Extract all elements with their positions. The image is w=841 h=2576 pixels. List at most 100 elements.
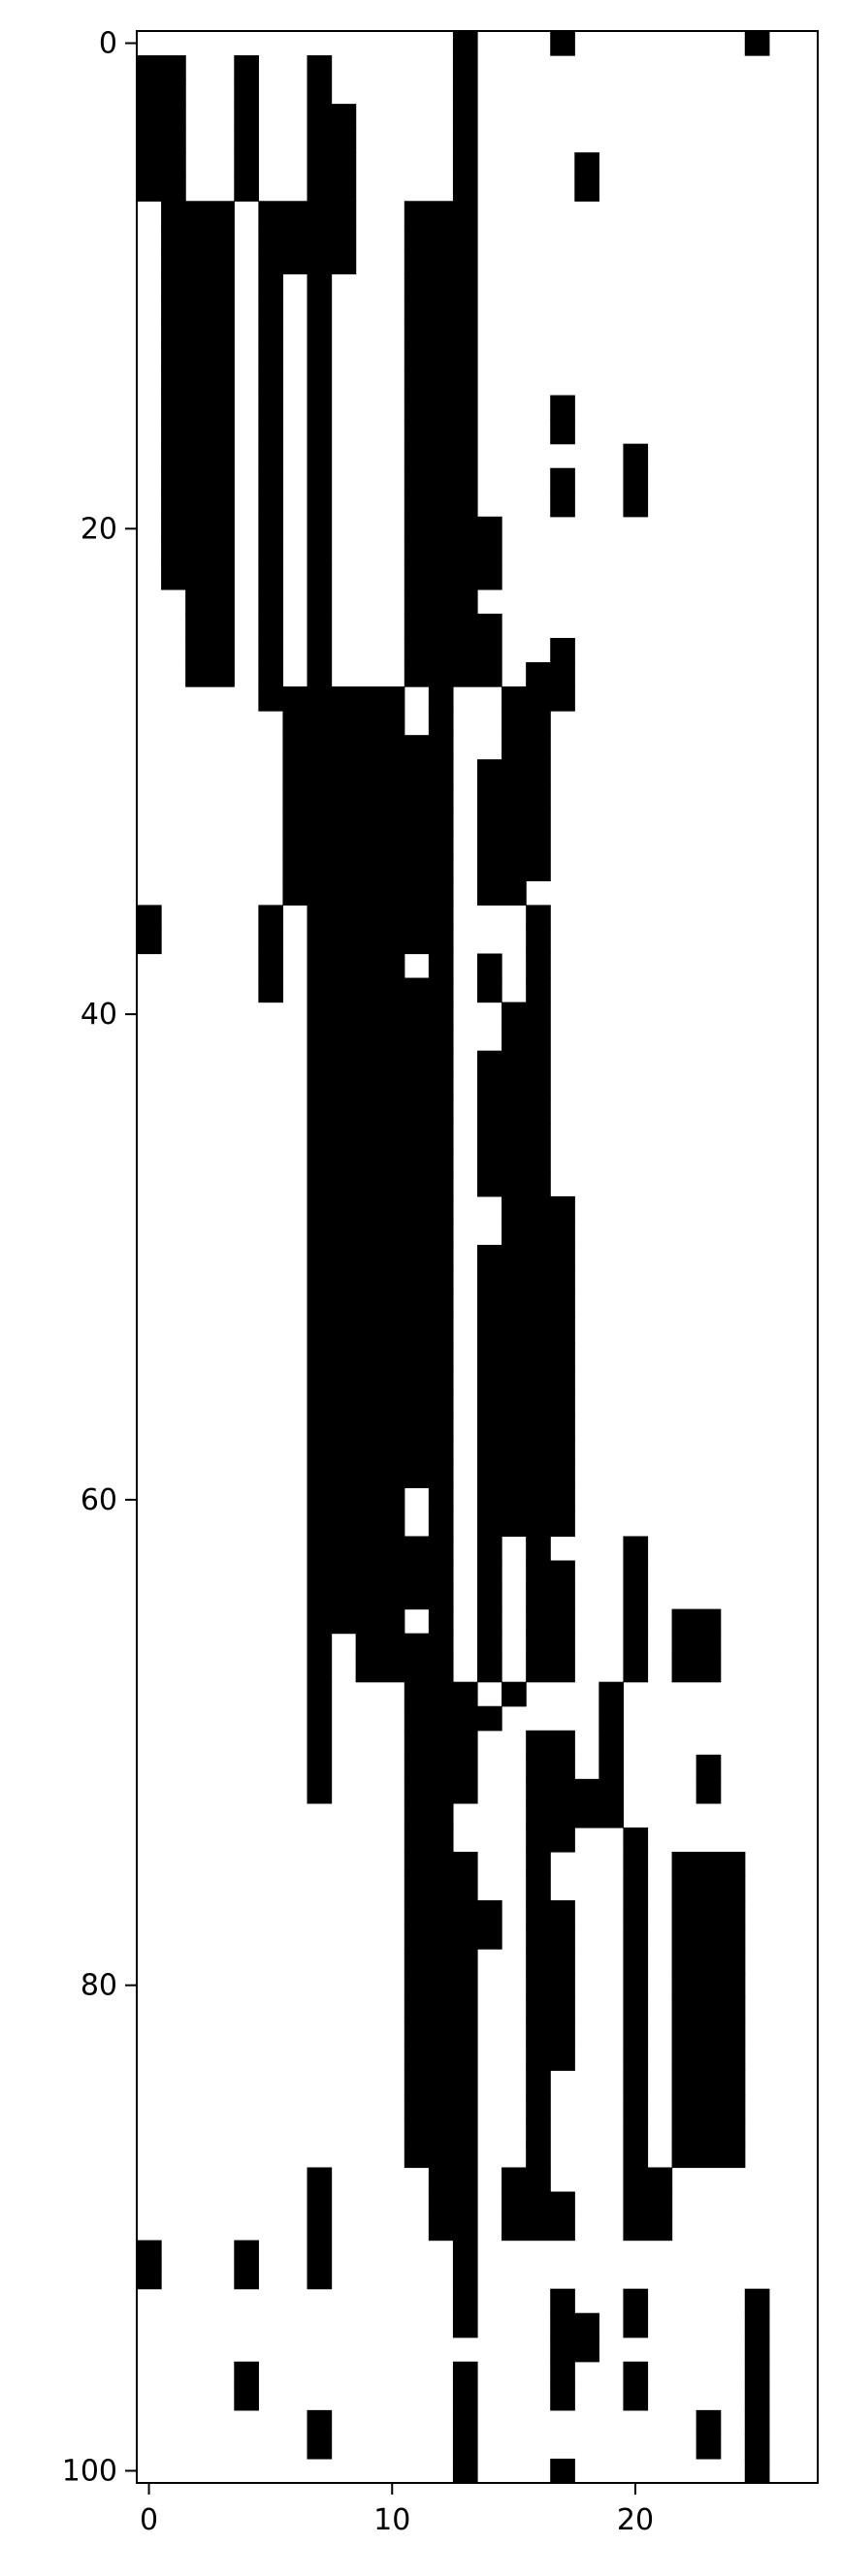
heatmap-cell bbox=[404, 2070, 478, 2095]
heatmap-cell bbox=[477, 1511, 575, 1538]
heatmap-cell bbox=[307, 467, 333, 493]
x-axis-ticks: 0 10 20 bbox=[140, 2483, 654, 2537]
heatmap-cell bbox=[258, 419, 284, 445]
heatmap-cell bbox=[307, 80, 333, 105]
heatmap-cell bbox=[307, 1269, 454, 1294]
heatmap-cell bbox=[404, 492, 478, 518]
heatmap-cell bbox=[234, 80, 259, 105]
heatmap-cell bbox=[623, 1584, 649, 1610]
heatmap-cell bbox=[501, 1681, 527, 1707]
heatmap-cell bbox=[452, 176, 478, 202]
heatmap-cell bbox=[452, 2458, 478, 2484]
heatmap-cell bbox=[526, 2021, 575, 2047]
x-tick-label: 0 bbox=[140, 2503, 158, 2537]
heatmap-cell bbox=[307, 443, 333, 469]
heatmap-cell bbox=[428, 2191, 478, 2217]
heatmap-cell bbox=[452, 31, 478, 56]
heatmap-cell bbox=[258, 564, 284, 590]
heatmap-cell bbox=[258, 273, 284, 300]
heatmap-cell bbox=[477, 1244, 575, 1270]
heatmap-cell bbox=[234, 2240, 259, 2266]
heatmap-cell bbox=[137, 128, 186, 153]
heatmap-cell bbox=[307, 55, 333, 80]
heatmap-cell bbox=[307, 1318, 454, 1343]
heatmap-cell bbox=[258, 443, 284, 469]
heatmap-cell bbox=[137, 55, 186, 80]
heatmap-cell bbox=[404, 540, 502, 566]
heatmap-cell bbox=[477, 856, 551, 881]
heatmap-cell bbox=[452, 2240, 478, 2266]
heatmap-cell bbox=[258, 201, 357, 226]
heatmap-cell bbox=[477, 977, 502, 1003]
heatmap-cell bbox=[161, 467, 235, 493]
heatmap-cell bbox=[744, 2385, 770, 2411]
heatmap-cell bbox=[282, 759, 454, 784]
heatmap-cell bbox=[671, 1997, 746, 2022]
heatmap-cell bbox=[671, 2118, 746, 2145]
heatmap-cell bbox=[598, 1754, 625, 1780]
heatmap-cell bbox=[404, 1924, 502, 1950]
heatmap-cell bbox=[526, 977, 551, 1003]
heatmap-cell bbox=[428, 2167, 478, 2193]
heatmap-cell bbox=[282, 856, 454, 881]
heatmap-cell bbox=[452, 2312, 478, 2338]
heatmap-cell bbox=[404, 1802, 454, 1829]
heatmap-cell bbox=[137, 176, 186, 202]
heatmap-cell bbox=[623, 1900, 649, 1925]
heatmap-cell bbox=[550, 2458, 575, 2484]
heatmap-cell bbox=[526, 1730, 575, 1756]
heatmap-cell bbox=[550, 2312, 599, 2338]
heatmap-cell bbox=[307, 1220, 454, 1246]
heatmap-cell bbox=[404, 395, 478, 421]
heatmap-cell bbox=[598, 1730, 625, 1756]
y-axis-ticks: 0 20 40 60 80 100 bbox=[62, 27, 137, 2488]
heatmap-cell bbox=[307, 1123, 454, 1149]
heatmap-cell bbox=[428, 2215, 478, 2242]
heatmap-cell bbox=[355, 1657, 454, 1683]
heatmap-cell bbox=[161, 201, 235, 226]
heatmap-cell bbox=[526, 2070, 551, 2095]
heatmap-cell bbox=[550, 419, 575, 445]
heatmap-cell bbox=[404, 443, 478, 469]
heatmap-cell bbox=[574, 176, 599, 202]
heatmap-cell bbox=[671, 2070, 746, 2095]
heatmap-cell bbox=[404, 588, 478, 615]
heatmap-cell bbox=[307, 1608, 405, 1635]
heatmap-cell bbox=[307, 1342, 454, 1367]
heatmap-cell bbox=[307, 1390, 454, 1415]
heatmap-cell bbox=[307, 1633, 333, 1659]
heatmap-cell bbox=[744, 2312, 770, 2338]
heatmap-cell bbox=[307, 1463, 454, 1488]
heatmap-cell bbox=[307, 1415, 454, 1440]
heatmap-cell bbox=[526, 2118, 551, 2145]
heatmap-cell bbox=[671, 1973, 746, 1998]
heatmap-cell bbox=[161, 540, 235, 566]
heatmap-cell bbox=[307, 1050, 454, 1076]
heatmap-cell bbox=[477, 1074, 551, 1100]
heatmap-cell bbox=[307, 1195, 454, 1222]
heatmap-cell bbox=[477, 808, 551, 833]
heatmap-cell bbox=[234, 2385, 259, 2411]
heatmap-cell bbox=[307, 1730, 333, 1756]
heatmap-cell bbox=[526, 905, 551, 931]
heatmap-cell bbox=[526, 1778, 625, 1804]
heatmap-cell bbox=[526, 1851, 551, 1877]
heatmap-cell bbox=[477, 1487, 575, 1513]
heatmap-cell bbox=[307, 2264, 333, 2290]
heatmap-cell bbox=[671, 1633, 722, 1659]
heatmap-cell bbox=[550, 2288, 575, 2314]
heatmap-cell bbox=[623, 2361, 649, 2387]
heatmap-cell bbox=[428, 686, 454, 712]
heatmap-cell bbox=[307, 492, 333, 518]
heatmap-cell bbox=[307, 662, 333, 687]
heatmap-cell bbox=[307, 588, 333, 615]
heatmap-cell bbox=[501, 2167, 551, 2193]
heatmap-cell bbox=[550, 2385, 575, 2411]
heatmap-cell bbox=[258, 225, 357, 250]
heatmap-cell bbox=[307, 370, 333, 397]
heatmap-cell bbox=[404, 1876, 478, 1901]
heatmap-cell bbox=[307, 2433, 333, 2460]
heatmap-cell bbox=[282, 735, 454, 760]
heatmap-cell bbox=[550, 467, 575, 493]
heatmap-cell bbox=[501, 686, 575, 712]
